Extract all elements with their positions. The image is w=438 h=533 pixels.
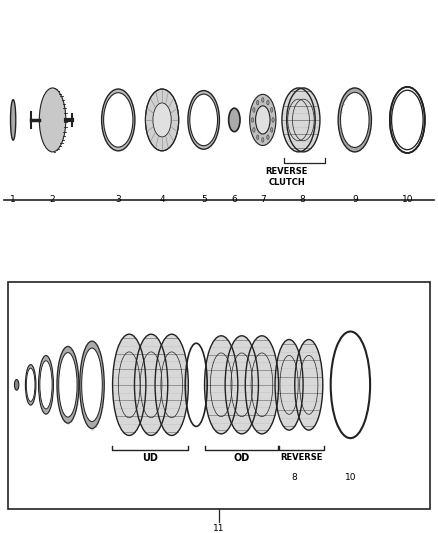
- Ellipse shape: [282, 88, 315, 152]
- Ellipse shape: [251, 118, 254, 122]
- Ellipse shape: [338, 88, 371, 152]
- Ellipse shape: [190, 94, 218, 146]
- Text: 3: 3: [115, 195, 121, 204]
- Ellipse shape: [271, 108, 273, 112]
- Ellipse shape: [229, 108, 240, 132]
- Ellipse shape: [340, 92, 369, 148]
- Ellipse shape: [257, 100, 259, 105]
- Ellipse shape: [39, 88, 66, 152]
- Ellipse shape: [245, 336, 279, 434]
- Ellipse shape: [257, 135, 259, 140]
- Text: 10: 10: [345, 473, 356, 482]
- Bar: [8, 282, 430, 509]
- Text: 6: 6: [231, 195, 237, 204]
- Ellipse shape: [14, 379, 19, 390]
- Text: 7: 7: [260, 195, 266, 204]
- Ellipse shape: [145, 89, 179, 151]
- Ellipse shape: [81, 348, 102, 422]
- Text: REVERSE
CLUTCH: REVERSE CLUTCH: [266, 167, 308, 187]
- Ellipse shape: [271, 127, 273, 132]
- Text: 8: 8: [299, 195, 305, 204]
- Ellipse shape: [287, 88, 320, 152]
- Ellipse shape: [253, 108, 255, 112]
- Text: 2: 2: [50, 195, 55, 204]
- Ellipse shape: [134, 334, 168, 435]
- Ellipse shape: [40, 361, 52, 409]
- Ellipse shape: [57, 346, 79, 423]
- Ellipse shape: [80, 341, 104, 429]
- Ellipse shape: [261, 98, 264, 102]
- Ellipse shape: [267, 135, 269, 140]
- Ellipse shape: [225, 336, 258, 434]
- Ellipse shape: [113, 334, 146, 435]
- Ellipse shape: [272, 118, 274, 122]
- Ellipse shape: [155, 334, 188, 435]
- Ellipse shape: [25, 365, 36, 405]
- Text: 11: 11: [213, 524, 225, 533]
- Text: 5: 5: [201, 195, 207, 204]
- Text: UD: UD: [142, 453, 158, 463]
- Text: 10: 10: [402, 195, 413, 204]
- Text: OD: OD: [233, 453, 250, 463]
- Text: REVERSE: REVERSE: [281, 453, 323, 462]
- Ellipse shape: [102, 89, 135, 151]
- Ellipse shape: [261, 138, 264, 142]
- Ellipse shape: [392, 90, 423, 150]
- Text: 4: 4: [159, 195, 165, 204]
- Ellipse shape: [256, 106, 270, 134]
- Ellipse shape: [267, 100, 269, 105]
- Ellipse shape: [26, 368, 35, 401]
- Ellipse shape: [59, 353, 77, 417]
- Ellipse shape: [295, 340, 323, 430]
- Text: 1: 1: [10, 195, 16, 204]
- Ellipse shape: [188, 91, 219, 149]
- Text: 8: 8: [291, 473, 297, 482]
- Ellipse shape: [11, 100, 16, 140]
- Ellipse shape: [39, 356, 53, 414]
- Ellipse shape: [250, 94, 276, 146]
- Text: 9: 9: [352, 195, 358, 204]
- Ellipse shape: [205, 336, 238, 434]
- Ellipse shape: [253, 127, 255, 132]
- Ellipse shape: [153, 103, 171, 137]
- Ellipse shape: [275, 340, 303, 430]
- Ellipse shape: [104, 93, 133, 147]
